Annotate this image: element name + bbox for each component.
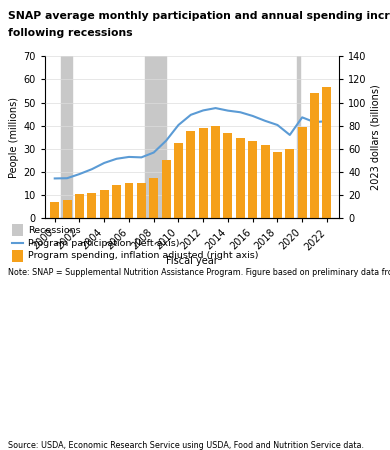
Bar <box>285 148 294 218</box>
Bar <box>149 178 158 218</box>
Bar <box>310 93 319 218</box>
Bar <box>112 185 121 218</box>
Text: Note: SNAP = Supplemental Nutrition Assistance Program. Figure based on prelimin: Note: SNAP = Supplemental Nutrition Assi… <box>8 268 390 277</box>
Bar <box>87 194 96 218</box>
Y-axis label: 2023 dollars (billions): 2023 dollars (billions) <box>371 85 381 190</box>
Bar <box>261 145 269 218</box>
Bar <box>61 56 72 218</box>
Text: following recessions: following recessions <box>8 28 133 38</box>
Bar <box>248 141 257 218</box>
X-axis label: Fiscal year: Fiscal year <box>166 256 218 266</box>
Bar <box>12 224 23 236</box>
Text: Source: USDA, Economic Research Service using USDA, Food and Nutrition Service d: Source: USDA, Economic Research Service … <box>8 441 364 450</box>
Bar <box>186 130 195 218</box>
Bar <box>174 144 183 218</box>
Bar <box>211 126 220 218</box>
Bar <box>273 152 282 218</box>
Bar <box>63 200 72 218</box>
Bar <box>236 138 245 218</box>
Bar <box>137 183 146 218</box>
Bar <box>50 202 59 218</box>
Bar <box>75 194 84 218</box>
Text: Program spending, inflation adjusted (right axis): Program spending, inflation adjusted (ri… <box>28 252 259 261</box>
Y-axis label: People (millions): People (millions) <box>9 97 19 178</box>
Bar <box>323 87 332 218</box>
Bar <box>298 126 307 218</box>
Bar <box>223 132 232 218</box>
Text: SNAP average monthly participation and annual spending increased: SNAP average monthly participation and a… <box>8 11 390 21</box>
Bar <box>12 250 23 262</box>
Bar <box>145 56 166 218</box>
Bar <box>297 56 300 218</box>
Text: Program participation (left axis): Program participation (left axis) <box>28 238 180 248</box>
Bar <box>161 160 170 218</box>
Bar <box>100 190 109 218</box>
Bar <box>199 127 207 218</box>
Bar <box>124 183 133 218</box>
Text: Recessions: Recessions <box>28 225 81 234</box>
